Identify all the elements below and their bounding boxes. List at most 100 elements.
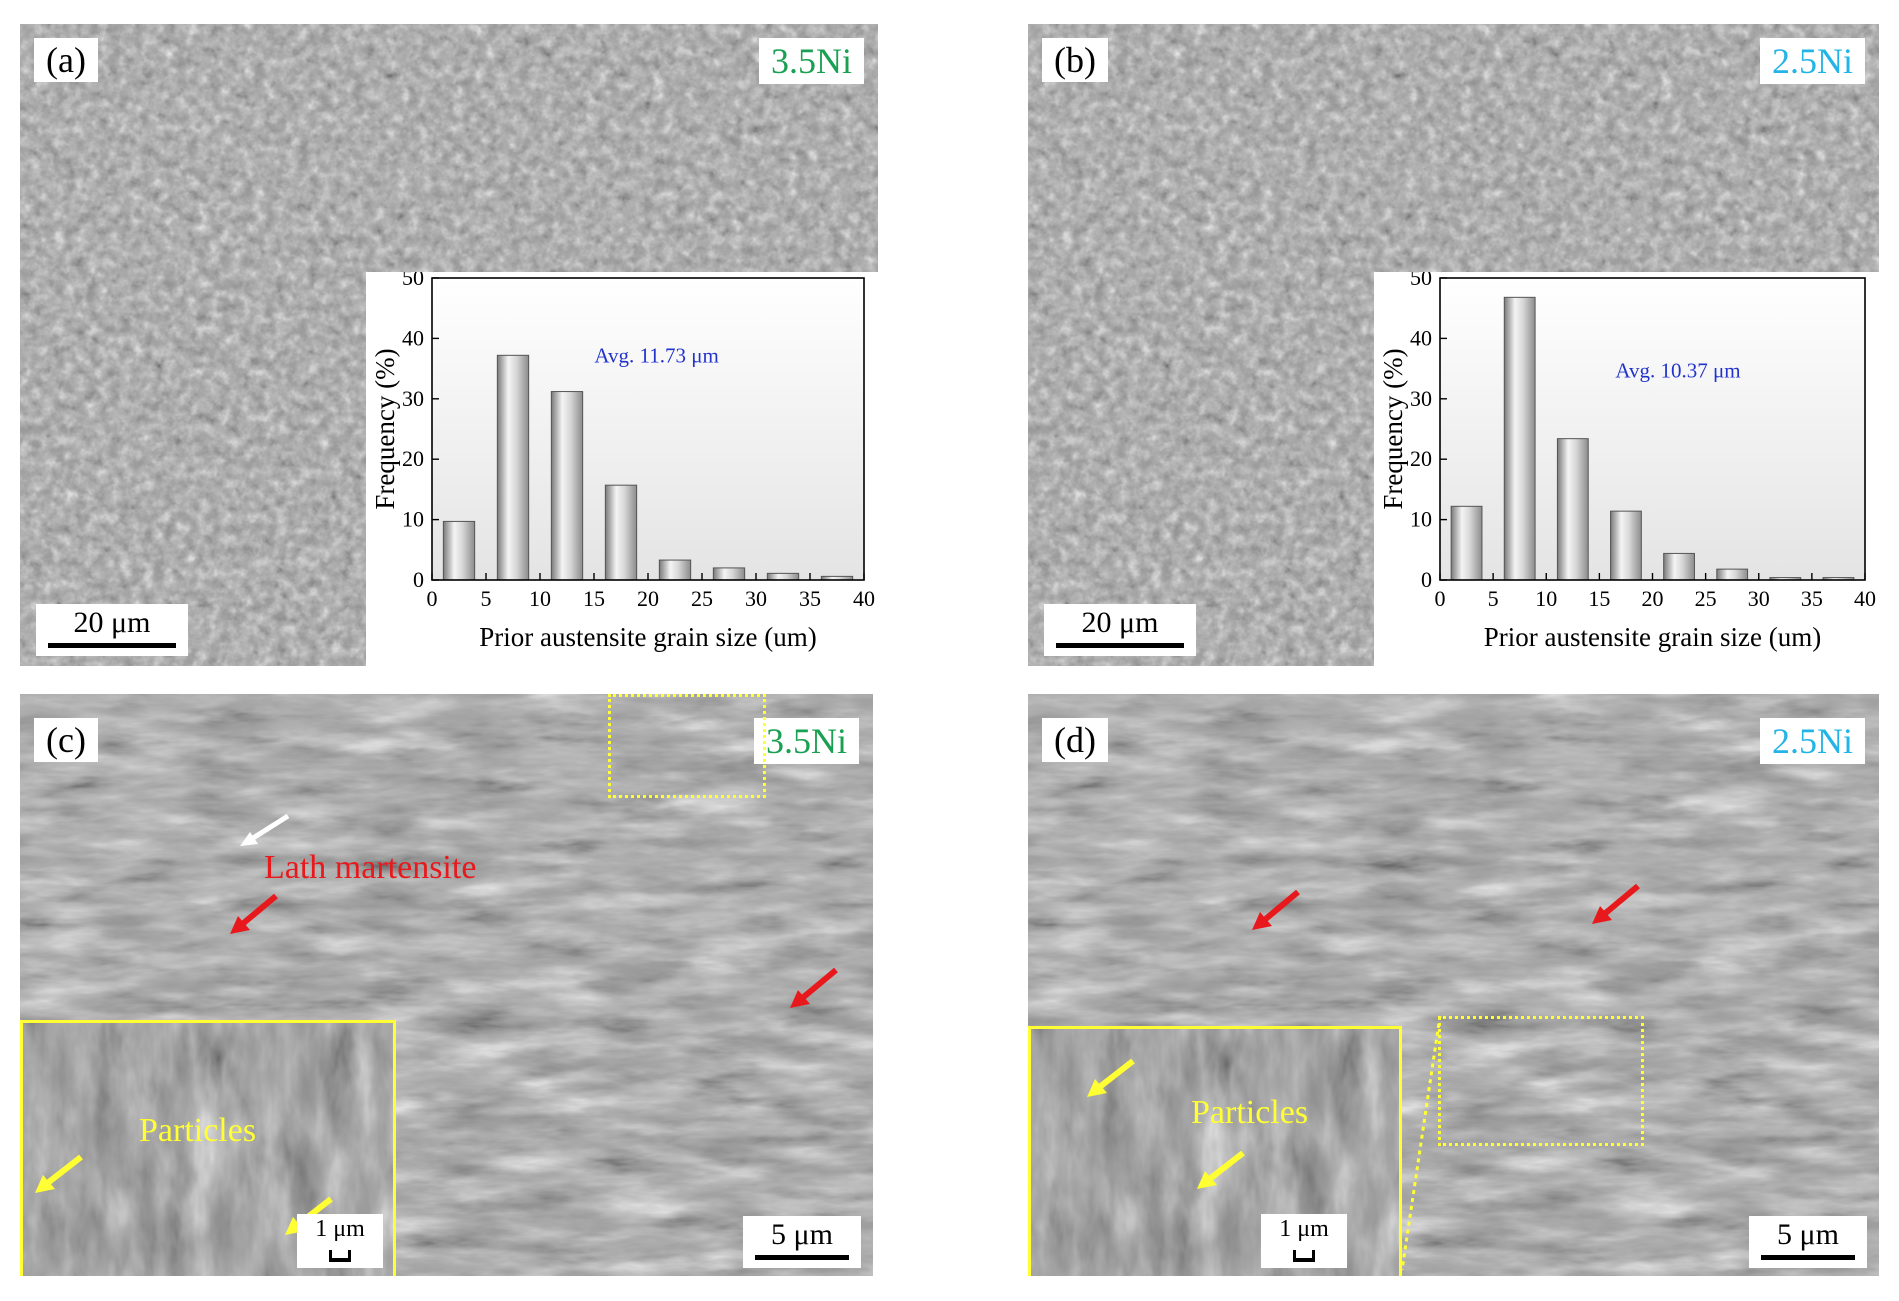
x-tick-label-a-6: 30 xyxy=(745,586,767,611)
alloy-label-a: 3.5Ni xyxy=(759,38,864,84)
bar-a-5 xyxy=(712,567,746,581)
histogram-svg-a: 0 5 10 15 20 25 30 35 40 0 10 20 30 40 50 Prior austens… xyxy=(370,272,875,652)
bar-b-2 xyxy=(1556,438,1589,581)
scale-bar-label-d: 5 μm xyxy=(1777,1218,1839,1251)
average-annotation-b: Avg. 10.37 μm xyxy=(1615,359,1740,383)
y-tick-label-a-1: 10 xyxy=(402,507,424,532)
x-tick-label-b-0: 0 xyxy=(1435,586,1446,611)
scale-bar-a: 20 μm xyxy=(36,604,188,656)
grain-size-histogram-a: 0 5 10 15 20 25 30 35 40 0 10 20 30 40 50 Prior austens… xyxy=(366,272,878,666)
bar-b-3 xyxy=(1610,510,1642,581)
inset-scale-tick-c xyxy=(329,1250,351,1262)
y-tick-label-a-2: 20 xyxy=(402,446,424,471)
inset-scale-bar-d: 1 μm xyxy=(1261,1214,1347,1268)
scale-bar-b: 20 μm xyxy=(1044,604,1196,656)
scale-bar-label-b: 20 μm xyxy=(1081,606,1159,639)
bar-a-1 xyxy=(496,354,530,581)
y-tick-label-b-3: 30 xyxy=(1410,386,1432,411)
grain-size-histogram-b: 0 5 10 15 20 25 30 35 40 0 10 20 30 40 50 Prior austens… xyxy=(1374,272,1879,666)
scale-bar-line-c xyxy=(755,1255,849,1260)
y-axis-label-a: Frequency (%) xyxy=(370,348,400,509)
zoom-connector-d xyxy=(1400,1015,1442,1271)
magnified-inset-c: Particles 1 μm xyxy=(20,1020,396,1276)
red-arrow-c-1 xyxy=(230,893,278,934)
x-tick-label-b-6: 30 xyxy=(1748,586,1770,611)
bar-a-3 xyxy=(604,484,638,581)
bar-b-1 xyxy=(1503,296,1536,581)
red-arrow-d-2 xyxy=(1592,883,1640,924)
x-tick-label-a-2: 10 xyxy=(529,586,551,611)
micrograph-panel-c: (c) 3.5Ni Lath martensite Particles 1 μm… xyxy=(20,694,873,1276)
y-tick-label-b-0: 0 xyxy=(1421,567,1432,592)
x-tick-label-b-3: 15 xyxy=(1588,586,1610,611)
y-axis-label-b: Frequency (%) xyxy=(1378,348,1408,509)
red-arrow-d-1 xyxy=(1252,889,1300,930)
yellow-arrow-d-2 xyxy=(1197,1150,1245,1189)
inset-scale-label-c: 1 μm xyxy=(315,1216,365,1242)
inset-scale-bar-c: 1 μm xyxy=(297,1214,383,1268)
y-tick-label-b-4: 40 xyxy=(1410,325,1432,350)
zoom-region-box-c xyxy=(608,694,766,798)
x-tick-label-a-3: 15 xyxy=(583,586,605,611)
y-tick-label-b-1: 10 xyxy=(1410,507,1432,532)
bar-b-5 xyxy=(1716,568,1749,581)
x-tick-label-b-7: 35 xyxy=(1801,586,1823,611)
x-tick-label-b-4: 20 xyxy=(1642,586,1664,611)
y-tick-label-a-5: 50 xyxy=(402,272,424,290)
x-tick-label-b-5: 25 xyxy=(1695,586,1717,611)
scale-bar-c: 5 μm xyxy=(743,1216,861,1268)
scale-bar-label-a: 20 μm xyxy=(73,606,151,639)
y-tick-label-a-0: 0 xyxy=(413,567,424,592)
bar-a-2 xyxy=(550,391,584,581)
x-tick-label-a-1: 5 xyxy=(481,586,492,611)
bar-a-6 xyxy=(766,572,800,581)
yellow-arrow-d-1 xyxy=(1087,1058,1135,1097)
particles-label-c: Particles xyxy=(139,1112,257,1149)
histogram-svg-b: 0 5 10 15 20 25 30 35 40 0 10 20 30 40 50 Prior austens… xyxy=(1378,272,1876,652)
y-tick-label-b-2: 20 xyxy=(1410,446,1432,471)
yellow-arrow-c-1 xyxy=(35,1154,83,1193)
red-arrow-c-2 xyxy=(790,967,838,1008)
panel-letter-c: (c) xyxy=(34,718,98,762)
y-tick-label-a-3: 30 xyxy=(402,386,424,411)
x-tick-label-a-4: 20 xyxy=(637,586,659,611)
panel-letter-b: (b) xyxy=(1042,38,1108,82)
scale-bar-label-c: 5 μm xyxy=(771,1218,833,1251)
plot-area-b xyxy=(1440,278,1865,580)
inset-scale-tick-d xyxy=(1293,1250,1315,1262)
alloy-label-c: 3.5Ni xyxy=(754,718,859,764)
bar-a-0 xyxy=(442,520,476,581)
scale-bar-d: 5 μm xyxy=(1749,1216,1867,1268)
average-annotation-a: Avg. 11.73 μm xyxy=(594,344,718,368)
particles-label-d: Particles xyxy=(1191,1094,1309,1131)
y-tick-label-b-5: 50 xyxy=(1410,272,1432,290)
micrograph-panel-b: (b) 2.5Ni 20 μm 0 5 10 15 20 25 30 35 40 0 10 20 30 4… xyxy=(1028,24,1879,666)
x-tick-label-a-5: 25 xyxy=(691,586,713,611)
y-tick-label-a-4: 40 xyxy=(402,325,424,350)
lath-martensite-label: Lath martensite xyxy=(264,849,477,886)
x-tick-label-b-2: 10 xyxy=(1535,586,1557,611)
zoom-region-box-d xyxy=(1438,1016,1644,1146)
alloy-label-d: 2.5Ni xyxy=(1760,718,1865,764)
panel-letter-d: (d) xyxy=(1042,718,1108,762)
bar-a-4 xyxy=(658,559,692,581)
magnified-inset-d: Particles 1 μm xyxy=(1028,1026,1402,1276)
x-tick-label-b-8: 40 xyxy=(1854,586,1876,611)
x-tick-label-b-1: 5 xyxy=(1488,586,1499,611)
plot-area-a xyxy=(432,278,864,580)
alloy-label-b: 2.5Ni xyxy=(1760,38,1865,84)
inset-scale-label-d: 1 μm xyxy=(1279,1216,1329,1242)
x-tick-label-a-8: 40 xyxy=(853,586,875,611)
x-axis-label-a: Prior austensite grain size (um) xyxy=(479,622,816,652)
micrograph-panel-a: (a) 3.5Ni 20 μm 0 5 10 15 20 25 30 35 40 0 10 20 30 4… xyxy=(20,24,878,666)
scale-bar-line-a xyxy=(48,643,176,648)
x-tick-label-a-7: 35 xyxy=(799,586,821,611)
micrograph-panel-d: (d) 2.5Ni Particles 1 μm 5 μm xyxy=(1028,694,1879,1276)
scale-bar-line-d xyxy=(1761,1255,1855,1260)
white-arrow-c xyxy=(240,813,290,846)
panel-letter-a: (a) xyxy=(34,38,98,82)
bar-b-4 xyxy=(1663,552,1695,581)
x-axis-label-b: Prior austensite grain size (um) xyxy=(1484,622,1821,652)
x-tick-label-a-0: 0 xyxy=(427,586,438,611)
scale-bar-line-b xyxy=(1056,643,1184,648)
